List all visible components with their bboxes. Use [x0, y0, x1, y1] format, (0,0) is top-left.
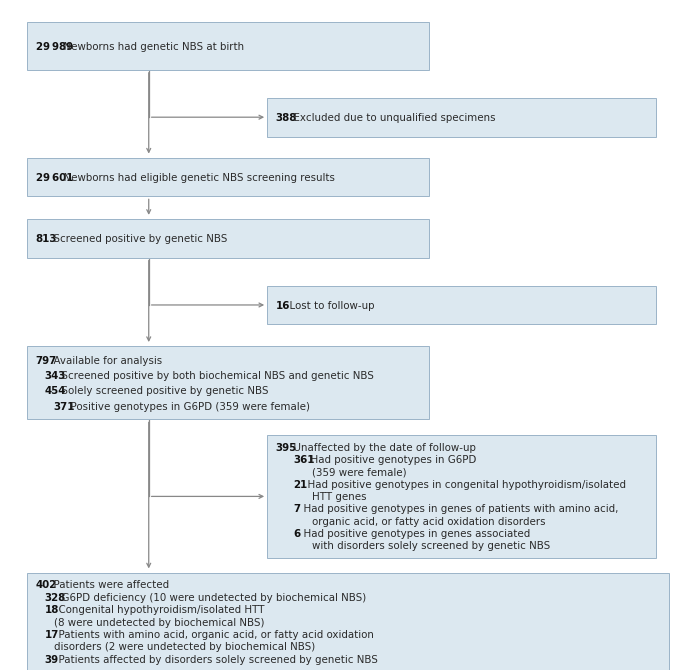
Text: Congenital hypothyroidism/isolated HTT: Congenital hypothyroidism/isolated HTT: [52, 605, 265, 615]
Text: 402: 402: [36, 580, 57, 590]
Text: 29 989: 29 989: [36, 42, 73, 52]
Text: (8 were undetected by biochemical NBS): (8 were undetected by biochemical NBS): [54, 618, 264, 628]
Text: Patients with amino acid, organic acid, or fatty acid oxidation: Patients with amino acid, organic acid, …: [52, 630, 374, 640]
Text: G6PD deficiency (10 were undetected by biochemical NBS): G6PD deficiency (10 were undetected by b…: [55, 593, 367, 603]
FancyBboxPatch shape: [27, 219, 429, 258]
Text: 813: 813: [36, 234, 57, 244]
Text: disorders (2 were undetected by biochemical NBS): disorders (2 were undetected by biochemi…: [54, 643, 315, 653]
Text: with disorders solely screened by genetic NBS: with disorders solely screened by geneti…: [312, 541, 550, 551]
FancyBboxPatch shape: [267, 98, 656, 137]
Text: 328: 328: [45, 593, 66, 603]
Text: 343: 343: [45, 371, 66, 381]
FancyBboxPatch shape: [267, 435, 656, 558]
Text: 7: 7: [294, 505, 301, 515]
Text: Positive genotypes in G6PD (359 were female): Positive genotypes in G6PD (359 were fem…: [64, 401, 310, 411]
Text: Solely screened positive by genetic NBS: Solely screened positive by genetic NBS: [55, 386, 269, 396]
Text: Had positive genotypes in genes associated: Had positive genotypes in genes associat…: [298, 529, 531, 539]
Text: Had positive genotypes in genes of patients with amino acid,: Had positive genotypes in genes of patie…: [298, 505, 619, 515]
FancyBboxPatch shape: [27, 158, 429, 196]
Text: Patients were affected: Patients were affected: [47, 580, 169, 590]
Text: Unaffected by the date of follow-up: Unaffected by the date of follow-up: [286, 443, 475, 453]
Text: 454: 454: [45, 386, 66, 396]
Text: organic acid, or fatty acid oxidation disorders: organic acid, or fatty acid oxidation di…: [312, 517, 545, 527]
FancyBboxPatch shape: [27, 346, 429, 419]
Text: Screened positive by both biochemical NBS and genetic NBS: Screened positive by both biochemical NB…: [55, 371, 374, 381]
Text: 6: 6: [294, 529, 301, 539]
Text: HTT genes: HTT genes: [312, 492, 366, 502]
FancyBboxPatch shape: [267, 285, 656, 324]
Text: 17: 17: [45, 630, 59, 640]
FancyBboxPatch shape: [27, 22, 429, 70]
Text: 395: 395: [276, 443, 297, 453]
Text: 797: 797: [36, 356, 57, 366]
Text: 21: 21: [294, 480, 308, 490]
Text: Screened positive by genetic NBS: Screened positive by genetic NBS: [47, 234, 227, 244]
Text: 39: 39: [45, 655, 59, 665]
Text: 16: 16: [276, 301, 290, 311]
Text: Newborns had eligible genetic NBS screening results: Newborns had eligible genetic NBS screen…: [57, 173, 335, 183]
Text: Patients affected by disorders solely screened by genetic NBS: Patients affected by disorders solely sc…: [52, 655, 378, 665]
Text: 29 601: 29 601: [36, 173, 74, 183]
Text: Lost to follow-up: Lost to follow-up: [283, 301, 374, 311]
Text: 388: 388: [276, 113, 298, 123]
Text: Had positive genotypes in congenital hypothyroidism/isolated: Had positive genotypes in congenital hyp…: [301, 480, 626, 490]
Text: Excluded due to unqualified specimens: Excluded due to unqualified specimens: [286, 113, 495, 123]
Text: Available for analysis: Available for analysis: [47, 356, 162, 366]
Text: 18: 18: [45, 605, 59, 615]
Text: 361: 361: [294, 455, 315, 465]
Text: 371: 371: [54, 401, 75, 411]
Text: (359 were female): (359 were female): [312, 468, 406, 477]
Text: Newborns had genetic NBS at birth: Newborns had genetic NBS at birth: [57, 42, 244, 52]
Text: Had positive genotypes in G6PD: Had positive genotypes in G6PD: [304, 455, 477, 465]
FancyBboxPatch shape: [27, 573, 669, 670]
